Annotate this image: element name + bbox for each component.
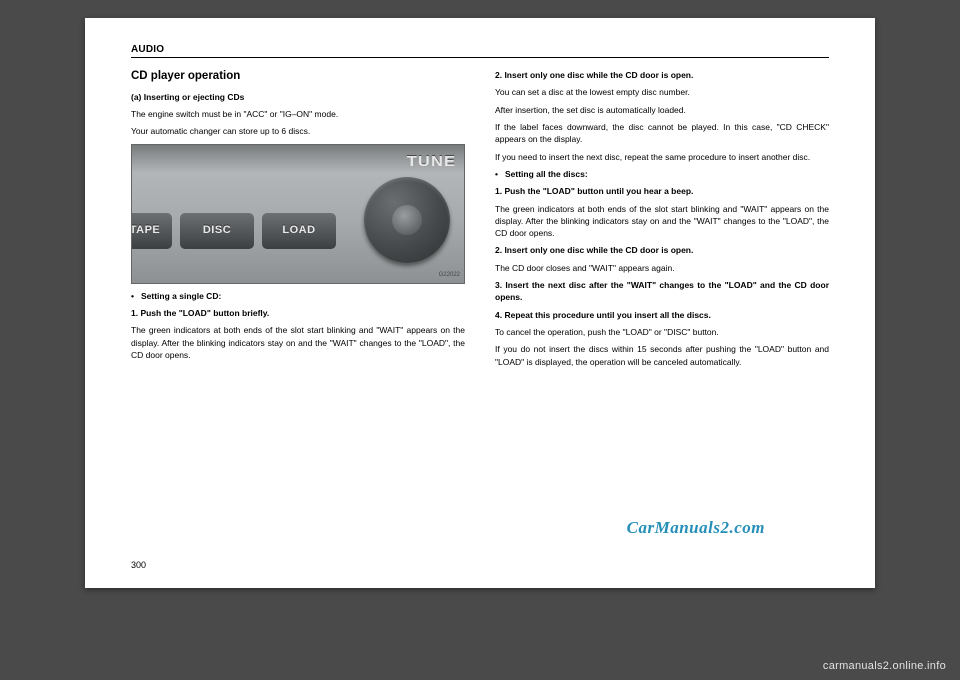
right-p4: If you need to insert the next disc, rep… (495, 151, 829, 163)
load-button: LOAD (262, 213, 336, 249)
right-step-b1: 1. Push the "LOAD" button until you hear… (495, 185, 829, 197)
right-step2: 2. Insert only one disc while the CD doo… (495, 69, 829, 81)
cd-player-title: CD player operation (131, 68, 465, 85)
button-row: TAPE DISC LOAD (131, 213, 336, 249)
right-step-b2: 2. Insert only one disc while the CD doo… (495, 244, 829, 256)
left-p2: Your automatic changer can store up to 6… (131, 125, 465, 137)
right-p1: You can set a disc at the lowest empty d… (495, 86, 829, 98)
right-p6: The CD door closes and "WAIT" appears ag… (495, 262, 829, 274)
page-number: 300 (131, 560, 146, 570)
disc-button: DISC (180, 213, 254, 249)
right-p7: To cancel the operation, push the "LOAD"… (495, 326, 829, 338)
right-p3: If the label faces downward, the disc ca… (495, 121, 829, 146)
watermark: CarManuals2.com (627, 518, 765, 538)
tune-label: TUNE (407, 151, 456, 173)
right-column: 2. Insert only one disc while the CD doo… (495, 64, 829, 373)
stereo-figure: TUNE TAPE DISC LOAD G22022 (131, 144, 465, 284)
right-bullet1: Setting all the discs: (495, 168, 829, 180)
columns: CD player operation (a) Inserting or eje… (131, 64, 829, 373)
right-p8: If you do not insert the discs within 15… (495, 343, 829, 368)
right-step-b4: 4. Repeat this procedure until you inser… (495, 309, 829, 321)
left-p3: The green indicators at both ends of the… (131, 324, 465, 361)
right-step-b3: 3. Insert the next disc after the "WAIT"… (495, 279, 829, 304)
footer-site: carmanuals2.online.info (823, 660, 946, 672)
section-header: AUDIO (131, 44, 829, 58)
right-p2: After insertion, the set disc is automat… (495, 104, 829, 116)
manual-page: AUDIO CD player operation (a) Inserting … (85, 18, 875, 588)
tune-dial (364, 177, 450, 263)
left-column: CD player operation (a) Inserting or eje… (131, 64, 465, 373)
viewport: AUDIO CD player operation (a) Inserting … (0, 0, 960, 680)
figure-code: G22022 (439, 271, 460, 280)
tape-button: TAPE (131, 213, 172, 249)
left-p1: The engine switch must be in "ACC" or "I… (131, 108, 465, 120)
left-step1: 1. Push the "LOAD" button briefly. (131, 307, 465, 319)
left-bullet1: Setting a single CD: (131, 290, 465, 302)
right-p5: The green indicators at both ends of the… (495, 203, 829, 240)
sub-a: (a) Inserting or ejecting CDs (131, 91, 465, 103)
